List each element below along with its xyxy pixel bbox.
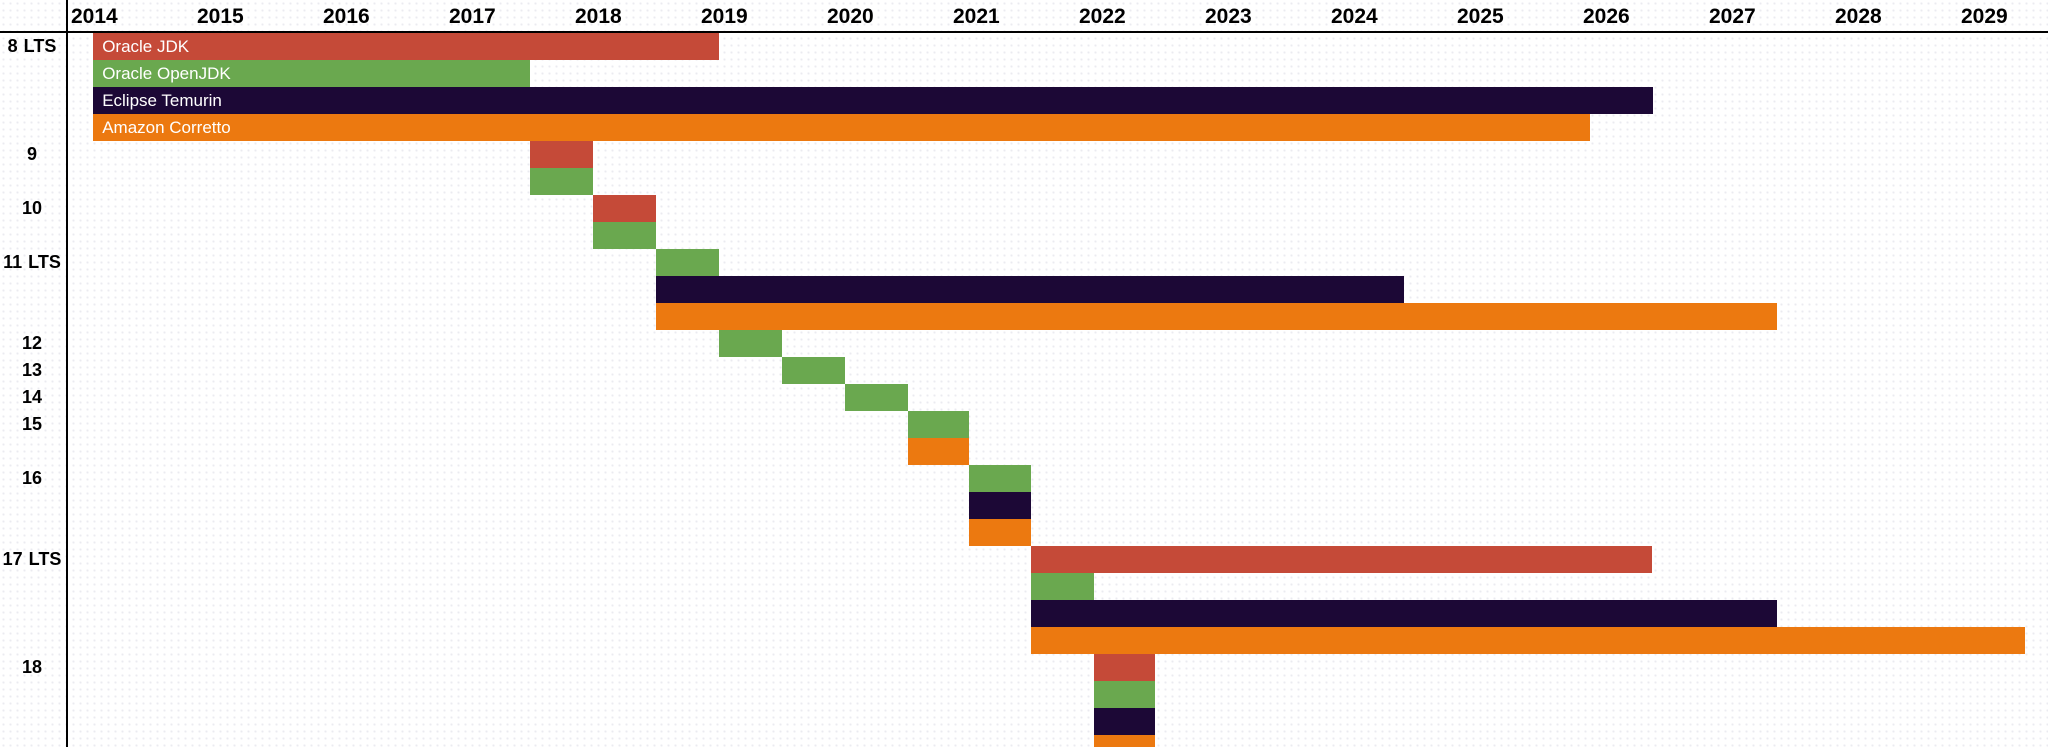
support-bar <box>968 465 1031 492</box>
support-bar <box>530 141 594 168</box>
support-bar <box>656 276 1404 303</box>
support-bar <box>593 195 657 222</box>
support-bar <box>1030 573 1094 600</box>
support-bar <box>1030 627 2025 654</box>
version-number: 14 <box>21 387 43 407</box>
support-bar <box>908 438 969 465</box>
support-bar <box>1030 546 1652 573</box>
version-number: 9 <box>26 144 37 164</box>
year-tick-label: 2022 <box>1079 5 1126 28</box>
year-tick-label: 2027 <box>1709 5 1756 28</box>
year-tick-label: 2025 <box>1457 5 1504 28</box>
version-label: 17 LTS <box>0 546 64 573</box>
year-tick-label: 2029 <box>1961 5 2008 28</box>
year-tick-label: 2017 <box>449 5 496 28</box>
support-bar: Eclipse Temurin <box>93 87 1654 114</box>
version-number: 18 <box>21 657 43 677</box>
support-bar <box>1030 600 1777 627</box>
year-tick-label: 2015 <box>197 5 244 28</box>
support-bar <box>845 384 909 411</box>
support-bar <box>1093 735 1156 747</box>
year-tick-label: 2014 <box>71 5 118 28</box>
year-tick-label: 2018 <box>575 5 622 28</box>
lts-badge: LTS <box>28 252 61 272</box>
version-label: 18 <box>0 654 64 681</box>
year-tick-label: 2023 <box>1205 5 1252 28</box>
support-bar <box>530 168 594 195</box>
version-label: 8 LTS <box>0 33 64 60</box>
version-number: 11 <box>3 252 23 272</box>
year-tick-label: 2028 <box>1835 5 1882 28</box>
support-bar <box>593 222 657 249</box>
year-tick-label: 2016 <box>323 5 370 28</box>
year-tick-label: 2026 <box>1583 5 1630 28</box>
version-number: 8 <box>7 36 18 56</box>
support-bar <box>782 357 846 384</box>
version-label: 15 <box>0 411 64 438</box>
version-number: 17 <box>2 549 23 569</box>
support-bar <box>656 249 720 276</box>
support-bar: Oracle OpenJDK <box>93 60 531 87</box>
label-column-separator-line <box>66 0 68 747</box>
year-tick-label: 2019 <box>701 5 748 28</box>
version-number: 16 <box>21 468 43 488</box>
version-label: 9 <box>0 141 64 168</box>
support-bar <box>1093 681 1156 708</box>
version-label: 13 <box>0 357 64 384</box>
version-label: 11 LTS <box>0 249 64 276</box>
lts-badge: LTS <box>23 36 57 56</box>
support-bar: Oracle JDK <box>93 33 720 60</box>
support-bar: Amazon Corretto <box>93 114 1591 141</box>
support-bar <box>1093 654 1156 681</box>
support-bar <box>656 303 1777 330</box>
support-bar <box>1093 708 1156 735</box>
support-bar <box>968 519 1031 546</box>
version-label: 12 <box>0 330 64 357</box>
year-tick-label: 2020 <box>827 5 874 28</box>
version-label: 14 <box>0 384 64 411</box>
version-number: 10 <box>21 198 43 218</box>
year-tick-label: 2021 <box>953 5 1000 28</box>
axis-baseline <box>0 31 2048 33</box>
support-bar <box>968 492 1031 519</box>
lts-badge: LTS <box>28 549 62 569</box>
version-number: 15 <box>21 414 43 434</box>
support-bar <box>719 330 783 357</box>
support-bar <box>908 411 969 438</box>
year-tick-label: 2024 <box>1331 5 1378 28</box>
version-label: 16 <box>0 465 64 492</box>
version-label: 10 <box>0 195 64 222</box>
version-number: 13 <box>21 360 43 380</box>
version-number: 12 <box>21 333 43 353</box>
